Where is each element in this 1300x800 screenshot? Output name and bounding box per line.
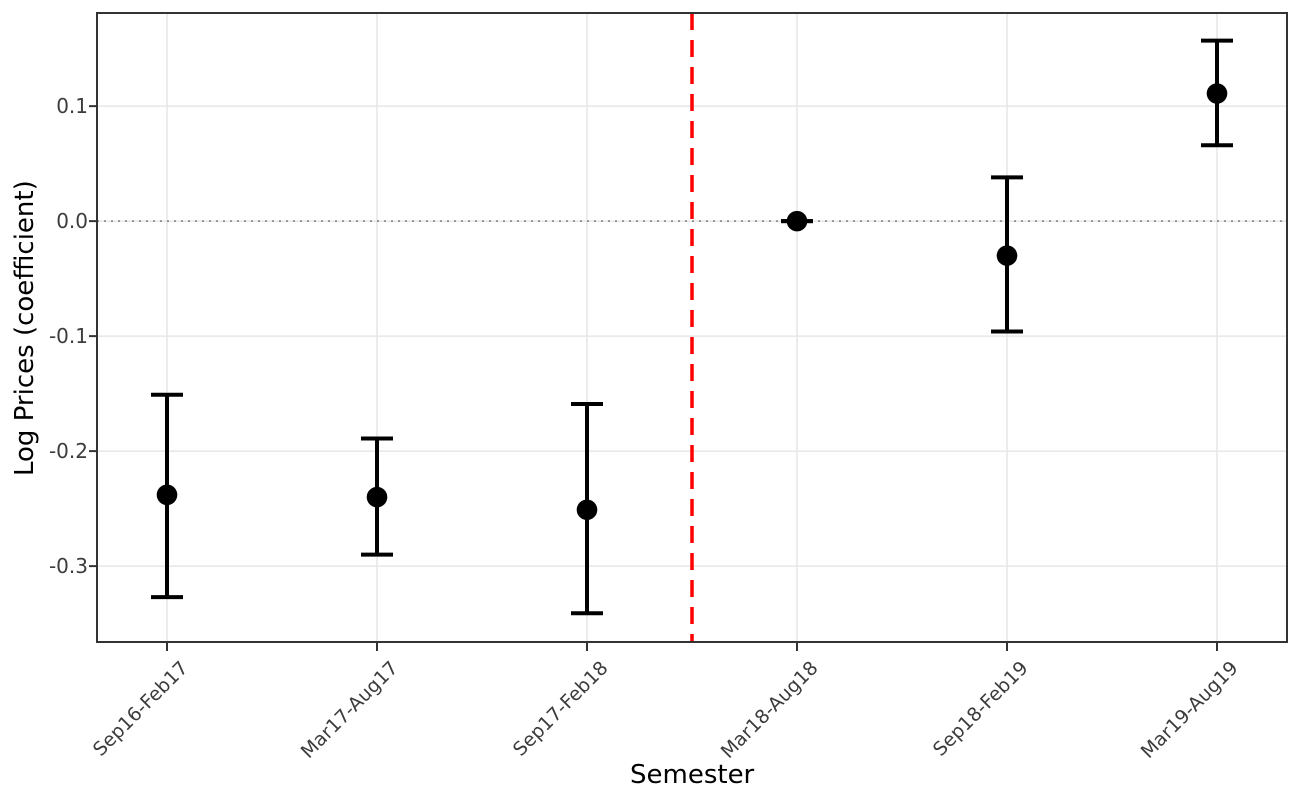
data-point xyxy=(1206,83,1228,104)
data-point xyxy=(366,486,388,508)
data-point xyxy=(786,210,808,232)
data-point xyxy=(156,484,178,506)
x-axis-title: Semester xyxy=(630,760,755,790)
y-tick-label: -0.2 xyxy=(48,439,88,464)
y-tick-label: -0.1 xyxy=(48,324,88,349)
panel-border xyxy=(96,12,1288,643)
y-tick-label: 0.1 xyxy=(56,94,88,119)
y-axis-title: Log Prices (coefficient) xyxy=(10,179,40,476)
y-tick-label: 0.0 xyxy=(56,209,88,234)
data-point xyxy=(996,245,1018,266)
y-tick-label: -0.3 xyxy=(48,554,88,579)
data-point xyxy=(576,499,598,521)
